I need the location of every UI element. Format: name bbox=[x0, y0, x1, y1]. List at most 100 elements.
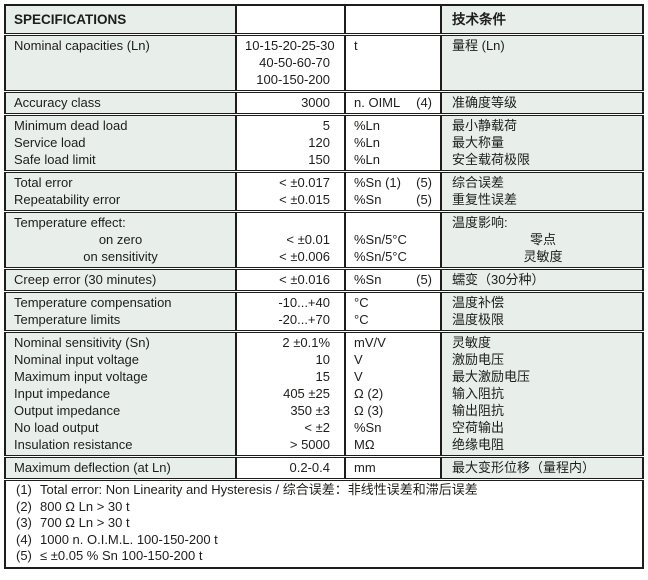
spec-label-zh bbox=[441, 54, 643, 71]
section-accuracy-class: Accuracy class 3000 n. OIML (4) 准确度等级 bbox=[5, 91, 643, 115]
spec-unit: n. OIML (4) bbox=[345, 91, 442, 115]
spec-label: on sensitivity bbox=[5, 248, 237, 269]
footnote-text: Total error: Non Linearity and Hysteresi… bbox=[40, 482, 478, 497]
spec-value: 405 ±25 bbox=[236, 385, 346, 402]
unit-text: t bbox=[354, 38, 358, 53]
spec-label: Temperature limits bbox=[5, 311, 237, 332]
footnote-number: (2) bbox=[16, 498, 32, 514]
spec-label-zh: 最大激励电压 bbox=[441, 368, 643, 385]
footnote: (4) 1000 n. O.I.M.L. 100-150-200 t bbox=[16, 532, 634, 549]
spec-label bbox=[5, 54, 237, 71]
unit-text: °C bbox=[354, 312, 369, 327]
table-row: Insulation resistance > 5000 MΩ 绝缘电阻 bbox=[5, 436, 643, 457]
spec-value: < ±0.017 bbox=[236, 171, 346, 191]
footnote-number: (1) bbox=[16, 482, 32, 497]
datasheet-page: { "colors":{"row_tint":"#e8efea","border… bbox=[0, 4, 648, 580]
unit-text: %Sn (1) bbox=[354, 175, 401, 190]
section-loads: Minimum dead load 5 %Ln 最小静载荷 Service lo… bbox=[5, 114, 643, 172]
footnote-text: 800 Ω Ln > 30 t bbox=[40, 498, 130, 514]
table-row: Temperature limits -20...+70 °C 温度极限 bbox=[5, 311, 643, 332]
unit-text: %Sn/5°C bbox=[354, 249, 407, 264]
spec-label-zh: 蠕变（30分种） bbox=[441, 268, 643, 292]
spec-unit: %Sn (5) bbox=[345, 268, 442, 292]
unit-text: %Sn bbox=[354, 192, 382, 207]
table-row: Input impedance 405 ±25 Ω (2) 输入阻抗 bbox=[5, 385, 643, 402]
spec-value: 100-150-200 bbox=[236, 71, 346, 92]
spec-label: No load output bbox=[5, 419, 237, 436]
table-row: Output impedance 350 ±3 Ω (3) 输出阻抗 bbox=[5, 402, 643, 419]
spec-label-zh: 准确度等级 bbox=[441, 91, 643, 115]
unit-text: %Ln bbox=[354, 152, 381, 167]
spec-label: Output impedance bbox=[5, 402, 237, 419]
spec-value: 40-50-60-70 bbox=[236, 54, 346, 71]
spec-unit: %Sn (1) (5) bbox=[345, 171, 442, 191]
spec-value: < ±2 bbox=[236, 419, 346, 436]
spec-unit: mV/V bbox=[345, 331, 442, 351]
spec-unit: %Ln bbox=[345, 134, 442, 151]
table-row: Accuracy class 3000 n. OIML (4) 准确度等级 bbox=[5, 91, 643, 115]
spec-unit: MΩ bbox=[345, 436, 442, 457]
spec-unit: %Sn/5°C bbox=[345, 248, 442, 269]
spec-unit: %Sn (5) bbox=[345, 191, 442, 212]
table-row: on sensitivity < ±0.006 %Sn/5°C 灵敏度 bbox=[5, 248, 643, 269]
spec-unit: Ω (2) bbox=[345, 385, 442, 402]
spec-value: < ±0.006 bbox=[236, 248, 346, 269]
spec-unit: %Sn bbox=[345, 419, 442, 436]
spec-label-zh: 零点 bbox=[441, 231, 643, 248]
table-row: Maximum input voltage 15 V 最大激励电压 bbox=[5, 368, 643, 385]
footnote-text: 700 Ω Ln > 30 t bbox=[40, 515, 130, 530]
footnote: (3) 700 Ω Ln > 30 t bbox=[16, 515, 634, 532]
spec-label: Insulation resistance bbox=[5, 436, 237, 457]
unit-text: %Sn bbox=[354, 272, 382, 287]
spec-label bbox=[5, 71, 237, 92]
spec-unit: t bbox=[345, 34, 442, 54]
table-row: Nominal sensitivity (Sn) 2 ±0.1% mV/V 灵敏… bbox=[5, 331, 643, 351]
unit-text: MΩ bbox=[354, 437, 375, 452]
spec-label-zh: 重复性误差 bbox=[441, 191, 643, 212]
spec-unit: °C bbox=[345, 291, 442, 311]
spec-label-zh: 最大称量 bbox=[441, 134, 643, 151]
section-creep-error: Creep error (30 minutes) < ±0.016 %Sn (5)… bbox=[5, 268, 643, 292]
unit-text: %Sn bbox=[354, 420, 382, 435]
spec-unit: Ω (3) bbox=[345, 402, 442, 419]
spec-label-zh: 灵敏度 bbox=[441, 331, 643, 351]
spec-value: 120 bbox=[236, 134, 346, 151]
table-row: on zero < ±0.01 %Sn/5°C 零点 bbox=[5, 231, 643, 248]
spec-unit: V bbox=[345, 351, 442, 368]
footnote-number: (5) bbox=[16, 548, 32, 563]
footnote-ref: (4) bbox=[416, 95, 432, 110]
spec-label: Creep error (30 minutes) bbox=[5, 268, 237, 292]
footnote: (5) ≤ ±0.05 % Sn 100-150-200 t bbox=[16, 548, 634, 565]
spec-label-zh: 灵敏度 bbox=[441, 248, 643, 269]
specifications-table: SPECIFICATIONS 技术条件 Nominal capacities (… bbox=[4, 4, 644, 569]
spec-label-zh: 绝缘电阻 bbox=[441, 436, 643, 457]
table-row: Nominal input voltage 10 V 激励电压 bbox=[5, 351, 643, 368]
table-row: Creep error (30 minutes) < ±0.016 %Sn (5)… bbox=[5, 268, 643, 292]
table-row: Temperature compensation -10...+40 °C 温度… bbox=[5, 291, 643, 311]
footnote-number: (3) bbox=[16, 515, 32, 530]
unit-text: Ω (3) bbox=[354, 403, 384, 418]
spec-label: Nominal sensitivity (Sn) bbox=[5, 331, 237, 351]
spec-label-zh bbox=[441, 71, 643, 92]
table-header-row: SPECIFICATIONS 技术条件 bbox=[5, 5, 643, 35]
spec-unit: %Ln bbox=[345, 114, 442, 134]
spec-value: 150 bbox=[236, 151, 346, 172]
spec-label: Minimum dead load bbox=[5, 114, 237, 134]
spec-label-zh: 空荷输出 bbox=[441, 419, 643, 436]
section-deflection: Maximum deflection (at Ln) 0.2-0.4 mm 最大… bbox=[5, 456, 643, 480]
section-temperature-effect: Temperature effect: 温度影响: on zero < ±0.0… bbox=[5, 211, 643, 269]
spec-value: 2 ±0.1% bbox=[236, 331, 346, 351]
unit-text: %Ln bbox=[354, 135, 381, 150]
spec-label-zh: 温度极限 bbox=[441, 311, 643, 332]
spec-label: Repeatability error bbox=[5, 191, 237, 212]
spec-value: -10...+40 bbox=[236, 291, 346, 311]
spec-label-zh: 激励电压 bbox=[441, 351, 643, 368]
spec-label: Total error bbox=[5, 171, 237, 191]
unit-text: mV/V bbox=[354, 335, 386, 350]
footnote-text: 1000 n. O.I.M.L. 100-150-200 t bbox=[40, 531, 218, 547]
unit-text: mm bbox=[354, 460, 376, 475]
spec-label-zh: 输出阻抗 bbox=[441, 402, 643, 419]
unit-text: °C bbox=[354, 295, 369, 310]
footnote: (1) Total error: Non Linearity and Hyster… bbox=[16, 482, 634, 499]
spec-label: Maximum input voltage bbox=[5, 368, 237, 385]
